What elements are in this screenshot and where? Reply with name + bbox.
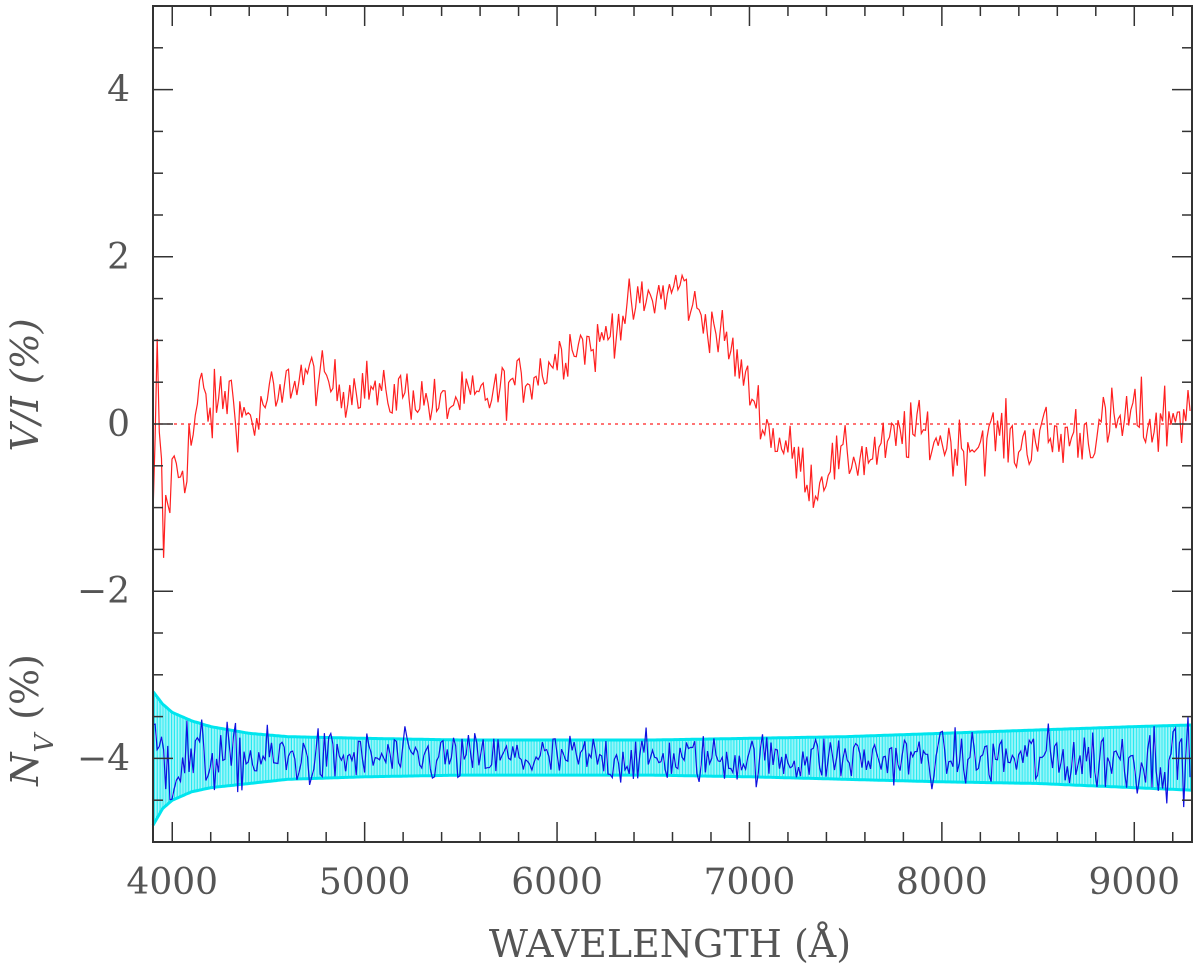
y-axis-title-lower-sub: V [30, 732, 60, 753]
error-band-lower-edge [151, 773, 1193, 827]
svg-text:NV(%): NV (%) [3, 654, 60, 787]
error-band-layer [151, 690, 1193, 827]
tick-label-layer: 4000 5000 6000 7000 8000 9000 −4 −2 0 2 4 [77, 70, 1180, 903]
x-tick-label: 9000 [1088, 862, 1180, 903]
null-series-line [152, 716, 1191, 808]
x-axis-title: WAVELENGTH (Å) [489, 922, 851, 966]
tick-layer [153, 5, 1192, 843]
x-tick-label: 4000 [126, 862, 218, 903]
error-band-hatch [152, 691, 1193, 826]
y-tick-label: −4 [77, 738, 130, 779]
x-tick-label: 7000 [704, 862, 796, 903]
error-band-upper-edge [151, 690, 1192, 742]
y-axis-title-lower-main: N [3, 751, 47, 787]
vi-series-line [152, 273, 1191, 558]
y-tick-label: 2 [107, 237, 130, 278]
y-tick-label: −2 [77, 571, 130, 612]
y-tick-label: 0 [107, 404, 130, 445]
x-tick-label: 5000 [319, 862, 411, 903]
y-axis-title-lower-unit: (%) [3, 654, 47, 720]
x-tick-label: 8000 [896, 862, 988, 903]
x-tick-label: 6000 [511, 862, 603, 903]
series-layer [152, 273, 1191, 808]
y-axis-title-lower: NV (%) [3, 654, 60, 787]
y-tick-label: 4 [107, 70, 130, 111]
y-axis-title-upper: V/I (%) [3, 318, 47, 451]
